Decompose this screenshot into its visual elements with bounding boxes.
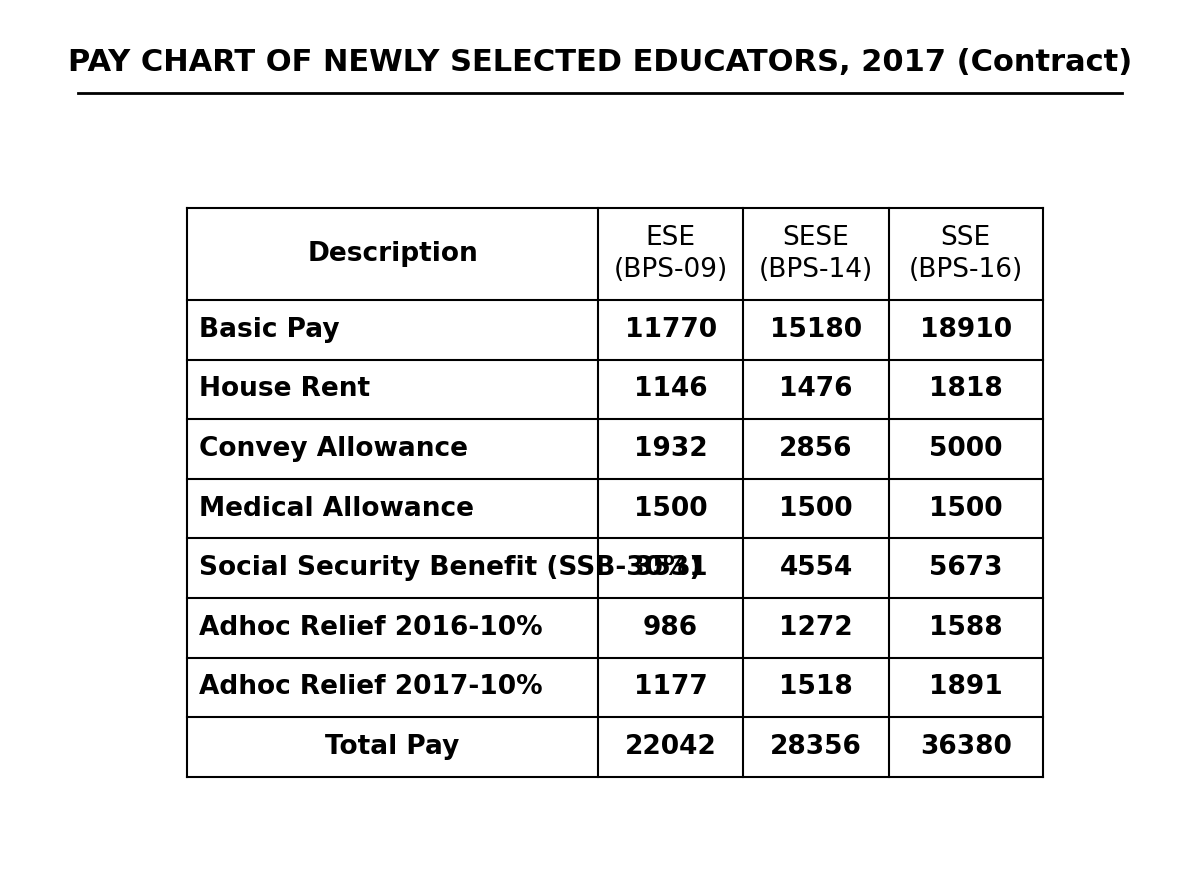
- Text: 36380: 36380: [920, 734, 1012, 760]
- Text: 1588: 1588: [929, 615, 1003, 641]
- Text: 1818: 1818: [929, 376, 1003, 402]
- Text: 1932: 1932: [634, 436, 708, 462]
- Text: 5673: 5673: [929, 556, 1002, 582]
- Text: 18910: 18910: [919, 317, 1012, 343]
- Text: SESE
(BPS-14): SESE (BPS-14): [758, 225, 874, 283]
- Text: 5000: 5000: [929, 436, 1002, 462]
- Text: ESE
(BPS-09): ESE (BPS-09): [613, 225, 727, 283]
- Text: Basic Pay: Basic Pay: [199, 317, 340, 343]
- Text: 1500: 1500: [929, 495, 1003, 521]
- Text: 22042: 22042: [625, 734, 716, 760]
- Text: 1891: 1891: [929, 675, 1003, 701]
- Text: SSE
(BPS-16): SSE (BPS-16): [908, 225, 1022, 283]
- Text: Description: Description: [307, 241, 478, 267]
- Text: 4554: 4554: [780, 556, 853, 582]
- Text: 986: 986: [643, 615, 698, 641]
- Text: 1476: 1476: [779, 376, 853, 402]
- Text: 1146: 1146: [634, 376, 708, 402]
- Text: 28356: 28356: [770, 734, 862, 760]
- Text: House Rent: House Rent: [199, 376, 371, 402]
- Text: Adhoc Relief 2017-10%: Adhoc Relief 2017-10%: [199, 675, 542, 701]
- Text: 1518: 1518: [779, 675, 853, 701]
- Text: 1272: 1272: [779, 615, 853, 641]
- Text: Total Pay: Total Pay: [325, 734, 460, 760]
- Text: 2856: 2856: [779, 436, 853, 462]
- Text: Medical Allowance: Medical Allowance: [199, 495, 474, 521]
- Text: 1500: 1500: [779, 495, 853, 521]
- Text: 15180: 15180: [770, 317, 862, 343]
- Text: 1500: 1500: [634, 495, 708, 521]
- Text: 1177: 1177: [634, 675, 708, 701]
- Text: Social Security Benefit (SSB-30%): Social Security Benefit (SSB-30%): [199, 556, 702, 582]
- Text: 3531: 3531: [634, 556, 708, 582]
- Text: Adhoc Relief 2016-10%: Adhoc Relief 2016-10%: [199, 615, 542, 641]
- Text: 11770: 11770: [624, 317, 716, 343]
- Text: PAY CHART OF NEWLY SELECTED EDUCATORS, 2017 (Contract): PAY CHART OF NEWLY SELECTED EDUCATORS, 2…: [68, 48, 1132, 77]
- Text: Convey Allowance: Convey Allowance: [199, 436, 468, 462]
